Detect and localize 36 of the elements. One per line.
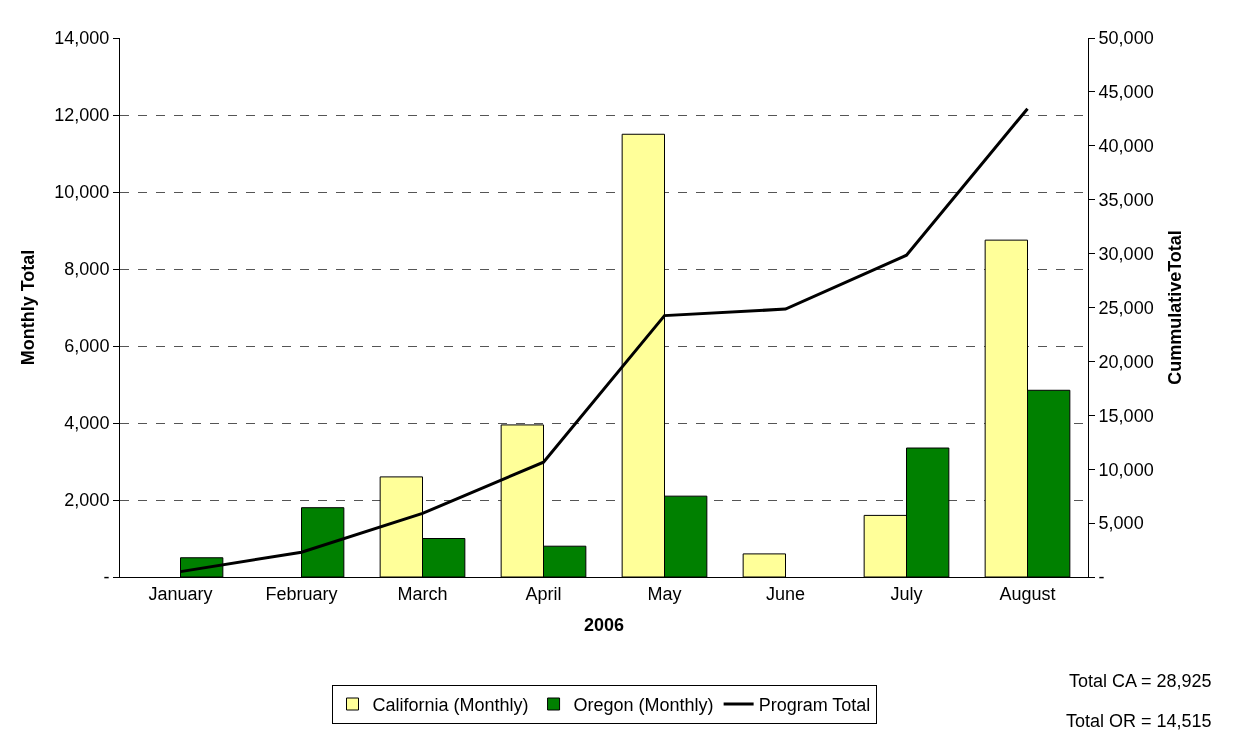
x-tick-label: March <box>397 583 448 604</box>
y-tick-label: - <box>103 567 110 588</box>
x-tick-label: May <box>647 583 682 604</box>
x-tick-label: July <box>890 583 923 604</box>
x-tick-label: August <box>999 583 1056 604</box>
y-axis-title: Monthly Total <box>17 249 38 366</box>
x-tick-label: June <box>765 583 806 604</box>
y2-tick-label: 25,000 <box>1098 297 1154 318</box>
y2-axis-title: CummulativeTotal <box>1164 230 1185 385</box>
x-tick-label: April <box>525 583 562 604</box>
y2-tick-label: 35,000 <box>1098 190 1154 210</box>
text: Total OR = 14,515 <box>1066 711 1212 731</box>
y-tick-label: 10,000 <box>54 182 110 203</box>
y-tick-label: 2,000 <box>64 490 110 511</box>
y2-tick-label: 50,000 <box>1098 28 1154 49</box>
y2-tick-label: 10,000 <box>1098 459 1154 480</box>
y2-tick-label: 40,000 <box>1098 136 1154 157</box>
y2-tick-label: 5,000 <box>1098 513 1144 534</box>
x-axis-title: 2006 <box>583 614 625 635</box>
y2-tick-label: 45,000 <box>1098 82 1154 103</box>
y-tick-label: 14,000 <box>54 28 110 49</box>
text: Total CA = 28,925 <box>1069 671 1212 691</box>
line-series <box>179 107 1029 574</box>
y2-tick-label: - <box>1098 567 1105 588</box>
y-tick-label: 6,000 <box>64 336 110 357</box>
y-tick-label: 8,000 <box>64 259 110 280</box>
x-tick-label: January <box>148 583 213 604</box>
x-tick-label: February <box>265 583 338 604</box>
legend-label: Oregon (Monthly) <box>573 695 714 716</box>
y-tick-label: 12,000 <box>54 105 110 126</box>
y2-tick-label: 20,000 <box>1098 351 1154 372</box>
y2-tick-label: 15,000 <box>1098 405 1154 426</box>
legend-label: California (Monthly) <box>372 695 529 716</box>
legend-label: Program Total <box>758 695 871 716</box>
y2-tick-label: 30,000 <box>1098 243 1154 264</box>
y-tick-label: 4,000 <box>64 413 110 434</box>
